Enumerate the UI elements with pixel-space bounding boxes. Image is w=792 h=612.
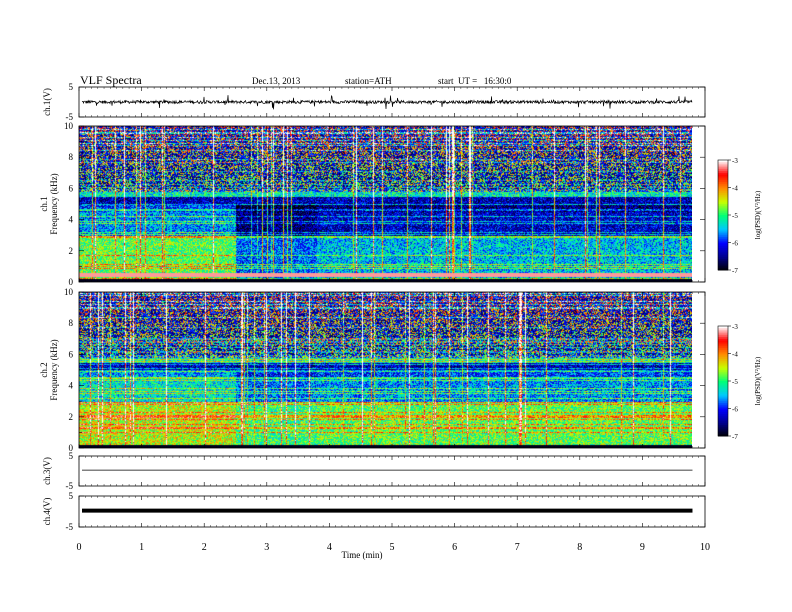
date-label: Dec.13, 2013 [252, 76, 301, 86]
x-axis: 0 1 2 3 4 5 6 7 8 9 10 Time (min) [77, 542, 711, 560]
ch2-spectrogram-ytick-label: 10 [64, 287, 74, 297]
x-axis-label: Time (min) [342, 550, 383, 560]
ch2-spectrogram-ytick-label: 6 [69, 349, 74, 359]
ch1-spectrogram-ytick-label: 10 [64, 121, 74, 131]
ch4-waveform-panel: 5 -5 ch.4(V) [42, 491, 706, 532]
ch1-spectrogram-raster [79, 126, 692, 282]
start-time-label: start UT = 16:30:0 [438, 76, 512, 86]
ch1-spectrogram-ytick-label: 4 [69, 215, 74, 225]
ch4-waveform-ytick-label: -5 [66, 522, 74, 532]
ch1-spectrogram-colorbar-tick-label: -3 [732, 157, 738, 165]
ch1-spectrogram-colorbar-tick-label: -4 [732, 185, 738, 193]
ch4-waveform-ylabel: ch.4(V) [42, 498, 52, 526]
ch3-waveform-ytick-label: -5 [66, 481, 74, 491]
x-tick-label: 8 [577, 542, 582, 553]
ch1-spectrogram-ytick-label: 0 [69, 277, 74, 287]
x-tick-label: 5 [390, 542, 395, 553]
ch3-waveform-panel: 5 -5 ch.3(V) [42, 451, 706, 491]
x-tick-label: 7 [515, 542, 520, 553]
ch1-waveform-ylabel: ch.1(V) [42, 88, 52, 116]
ch2-spectrogram-ytick-label: 2 [69, 412, 74, 422]
x-tick-label: 3 [264, 542, 269, 553]
ch2-spectrogram-colorbar-tick-label: -3 [732, 323, 738, 331]
ch1-spectrogram-colorbar-tick-label: -7 [732, 267, 738, 275]
ch2-spectrogram-colorbar: -3 -4 -5 -6 -7 log(PSD)(V²/Hz) [717, 323, 762, 441]
ch2-spectrogram-panel: 0 2 4 6 8 10 ch.2Frequency (kHz) -3 -4 -5 -6 -7 log(… [39, 287, 762, 453]
ch1-waveform-trace [81, 95, 693, 110]
x-tick-label: 2 [202, 542, 207, 553]
ch1-waveform-ytick-label: -5 [66, 112, 74, 122]
ch2-spectrogram-colorbar-tick-label: -7 [732, 433, 738, 441]
ch2-spectrogram-colorbar-tick-label: -4 [732, 351, 738, 359]
x-tick-label: 10 [700, 542, 710, 553]
ch3-waveform-ytick-label: 5 [69, 451, 74, 461]
ch2-spectrogram-ytick-label: 0 [69, 443, 74, 453]
ch1-spectrogram-ytick-label: 6 [69, 183, 74, 193]
ch1-spectrogram-ytick-label: 8 [69, 152, 74, 162]
ch2-spectrogram-colorbar-label: log(PSD)(V²/Hz) [754, 356, 762, 405]
x-tick-label: 0 [77, 542, 82, 553]
ch2-spectrogram-ytick-label: 4 [69, 381, 74, 391]
x-tick-label: 4 [327, 542, 332, 553]
page-title: VLF Spectra [80, 73, 142, 87]
ch1-spectrogram-ylabel: ch.1Frequency (kHz) [39, 173, 59, 234]
x-tick-label: 6 [452, 542, 457, 553]
ch2-spectrogram-ytick-label: 8 [69, 318, 74, 328]
ch1-spectrogram-colorbar-tick-label: -5 [732, 212, 738, 220]
ch2-spectrogram-ylabel: ch.2Frequency (kHz) [39, 339, 59, 400]
ch1-spectrogram-colorbar-tick-label: -6 [732, 240, 738, 248]
ch2-spectrogram-colorbar-tick-label: -6 [732, 406, 738, 414]
ch3-waveform-frame [78, 455, 706, 487]
ch2-spectrogram-raster [79, 292, 692, 448]
ch1-spectrogram-panel: 0 2 4 6 8 10 ch.1Frequency (kHz) -3 -4 -5 -6 -7 log(… [39, 121, 762, 287]
ch1-waveform-panel: 5 -5 ch.1(V) [42, 82, 706, 122]
ch4-waveform-ytick-label: 5 [69, 491, 74, 501]
ch2-spectrogram-colorbar-tick-label: -5 [732, 378, 738, 386]
ch1-spectrogram-colorbar-label: log(PSD)(V²/Hz) [754, 190, 762, 239]
station-label: station=ATH [345, 76, 392, 86]
ch3-waveform-ylabel: ch.3(V) [42, 457, 52, 485]
x-tick-label: 1 [139, 542, 144, 553]
x-tick-label: 9 [640, 542, 645, 553]
ch1-spectrogram-ytick-label: 2 [69, 246, 74, 256]
ch1-waveform-ytick-label: 5 [69, 82, 74, 92]
ch1-spectrogram-colorbar: -3 -4 -5 -6 -7 log(PSD)(V²/Hz) [717, 157, 762, 275]
